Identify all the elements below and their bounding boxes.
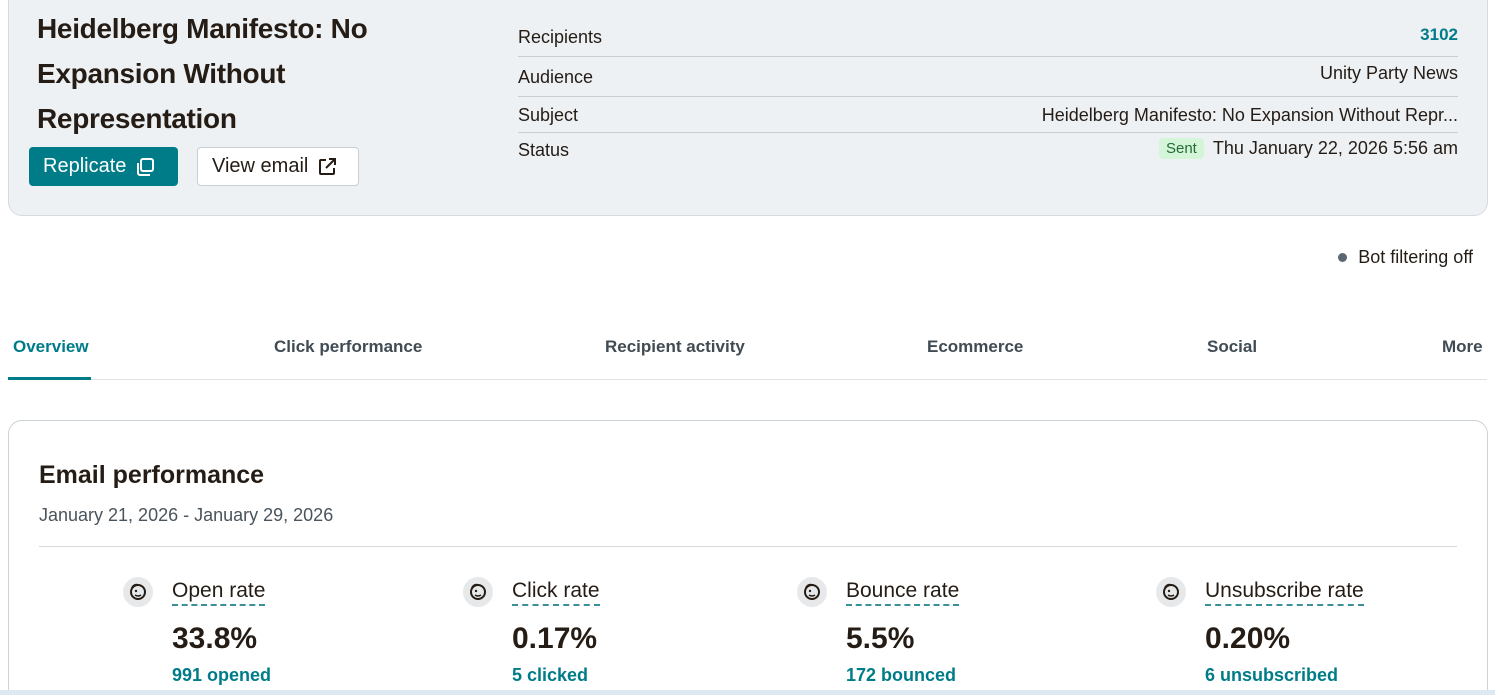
email-performance-title: Email performance	[39, 461, 265, 489]
recipients-link[interactable]: 3102	[1420, 25, 1458, 44]
replicate-button-label: Replicate	[43, 155, 127, 177]
active-tab-indicator	[8, 377, 91, 380]
copy-icon	[137, 157, 155, 176]
click-rate-label[interactable]: Click rate	[512, 579, 600, 606]
subject-value: Heidelberg Manifesto: No Expansion Witho…	[1041, 105, 1458, 125]
mailchimp-freddie-icon	[463, 577, 493, 607]
status-badge: Sent	[1158, 138, 1204, 159]
status-label: Status	[518, 140, 570, 160]
tab-click-performance[interactable]: Click performance	[274, 337, 423, 356]
mailchimp-freddie-icon	[1156, 577, 1186, 607]
campaign-details: Recipients 3102 Audience Unity Party New…	[518, 17, 1458, 173]
audience-value: Unity Party News	[1319, 63, 1458, 83]
status-value: Sent Thu January 22, 2026 5:56 am	[1158, 138, 1458, 159]
status-dot-icon	[1338, 253, 1348, 262]
tab-recipient-activity[interactable]: Recipient activity	[605, 337, 745, 356]
bounced-count-link[interactable]: 172 bounced	[846, 665, 957, 685]
tab-ecommerce[interactable]: Ecommerce	[927, 337, 1024, 356]
report-tabs: Overview Click performance Recipient act…	[8, 327, 1487, 380]
recipients-label: Recipients	[518, 27, 603, 47]
bot-filtering-toggle[interactable]: Bot filtering off	[1338, 247, 1473, 268]
mailchimp-freddie-icon	[123, 577, 153, 607]
audience-label: Audience	[518, 67, 594, 87]
tab-more[interactable]: More	[1442, 337, 1483, 356]
unsubscribe-rate-label[interactable]: Unsubscribe rate	[1205, 579, 1364, 606]
subject-row: Subject Heidelberg Manifesto: No Expansi…	[518, 97, 1458, 133]
opened-count-link[interactable]: 991 opened	[172, 665, 272, 685]
replicate-button[interactable]: Replicate	[29, 147, 178, 186]
view-email-button-label: View email	[212, 155, 309, 177]
status-row: Status Sent Thu January 22, 2026 5:56 am	[518, 133, 1458, 173]
view-email-button[interactable]: View email	[197, 147, 359, 186]
clicked-count-link[interactable]: 5 clicked	[512, 665, 589, 685]
audience-row: Audience Unity Party News	[518, 57, 1458, 97]
divider	[39, 546, 1457, 547]
campaign-title: Heidelberg Manifesto: No Expansion Witho…	[37, 13, 368, 134]
open-rate-value: 33.8%	[172, 622, 258, 655]
bounce-rate-label[interactable]: Bounce rate	[846, 579, 960, 606]
campaign-header-card: Heidelberg Manifesto: No Expansion Witho…	[8, 0, 1488, 216]
bot-filtering-label: Bot filtering off	[1358, 247, 1473, 267]
email-performance-card: Email performance January 21, 2026 - Jan…	[8, 420, 1488, 695]
bounce-rate-value: 5.5%	[846, 622, 915, 655]
date-range: January 21, 2026 - January 29, 2026	[39, 505, 334, 525]
mailchimp-freddie-icon	[797, 577, 827, 607]
tab-overview[interactable]: Overview	[13, 337, 89, 356]
unsubscribe-rate-value: 0.20%	[1205, 622, 1291, 655]
external-link-icon	[319, 157, 337, 175]
sent-date: Thu January 22, 2026 5:56 am	[1212, 138, 1458, 158]
unsubscribed-count-link[interactable]: 6 unsubscribed	[1205, 665, 1339, 685]
open-rate-label[interactable]: Open rate	[172, 579, 266, 606]
subject-label: Subject	[518, 105, 579, 125]
tab-social[interactable]: Social	[1207, 337, 1258, 356]
horizontal-scrollbar[interactable]	[0, 690, 1495, 695]
recipients-row: Recipients 3102	[518, 17, 1458, 57]
click-rate-value: 0.17%	[512, 622, 598, 655]
